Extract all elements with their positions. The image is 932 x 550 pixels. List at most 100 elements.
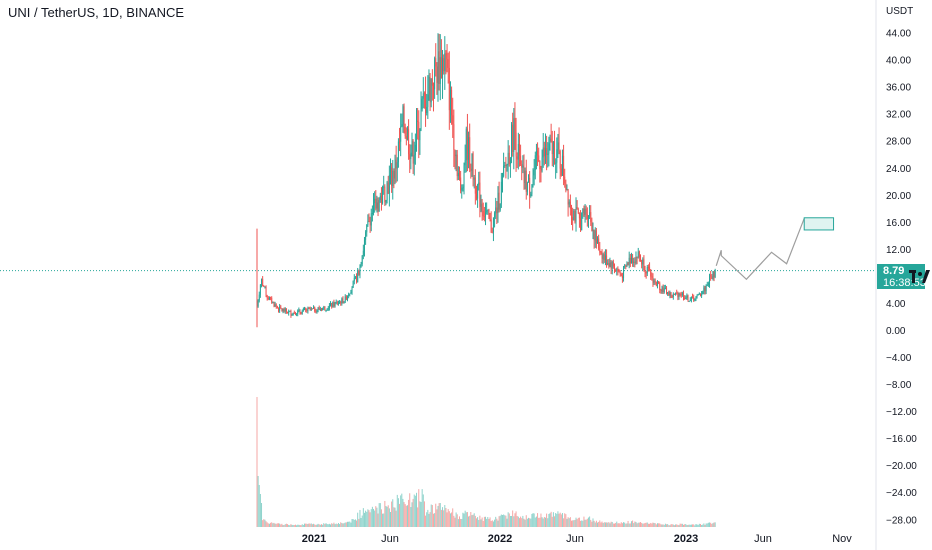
- candle: [544, 148, 546, 157]
- volume-bar: [291, 524, 293, 527]
- volume-bar: [681, 523, 683, 527]
- candle: [681, 293, 683, 295]
- volume-bar: [705, 523, 707, 527]
- volume-bar: [283, 524, 285, 527]
- candle: [539, 160, 541, 170]
- candle: [589, 212, 591, 216]
- volume-bar: [658, 523, 660, 527]
- volume-bar: [561, 513, 563, 527]
- volume-bar: [392, 499, 394, 527]
- candle: [712, 271, 714, 279]
- volume-bar: [460, 518, 462, 527]
- volume-bar: [481, 517, 483, 527]
- volume-bar: [376, 507, 378, 527]
- volume-bar: [386, 506, 388, 527]
- volume-bar: [308, 523, 310, 527]
- candle: [340, 301, 342, 304]
- volume-bar: [371, 506, 373, 527]
- volume-bar: [370, 509, 372, 527]
- volume-bar: [577, 517, 579, 527]
- candle: [291, 314, 293, 316]
- volume-bar: [550, 511, 552, 527]
- volume-bar: [356, 520, 358, 527]
- volume-bar: [670, 524, 672, 527]
- volume-bar: [438, 503, 440, 527]
- volume-bar: [258, 485, 260, 527]
- volume-bar: [309, 523, 311, 527]
- candle: [500, 181, 502, 204]
- volume-bar: [270, 522, 272, 527]
- volume-bar: [343, 523, 345, 527]
- volume-bar: [514, 513, 516, 527]
- volume-bar: [621, 523, 623, 527]
- volume-bar: [325, 523, 327, 527]
- volume-bar: [448, 511, 450, 527]
- volume-bar: [334, 524, 336, 527]
- y-tick-label: 4.00: [886, 299, 906, 310]
- candle: [405, 136, 407, 140]
- volume-bar: [552, 512, 554, 527]
- volume-bar: [668, 525, 670, 527]
- candle: [299, 309, 301, 313]
- volume-bar: [701, 525, 703, 527]
- volume-bar: [341, 523, 343, 527]
- candle: [369, 221, 371, 226]
- candle: [308, 308, 310, 310]
- candle: [395, 159, 397, 169]
- volume-bar: [489, 517, 491, 527]
- candle: [492, 217, 494, 233]
- volume-bar: [688, 524, 690, 527]
- volume-bar: [264, 519, 266, 527]
- candle: [262, 278, 264, 286]
- candle: [662, 287, 664, 292]
- candle: [388, 174, 390, 194]
- candle: [283, 308, 285, 312]
- x-tick-label: 2022: [488, 533, 512, 545]
- volume-bar: [452, 508, 454, 527]
- volume-bar: [388, 508, 390, 527]
- candle: [363, 239, 365, 251]
- candle: [464, 160, 466, 166]
- candle: [323, 307, 325, 309]
- volume-bar: [617, 523, 619, 527]
- volume-bar: [443, 510, 445, 527]
- candle: [618, 271, 620, 273]
- volume-bar: [302, 524, 304, 527]
- volume-bar: [399, 503, 401, 527]
- candle: [362, 250, 364, 256]
- candle: [445, 53, 447, 55]
- candle: [423, 93, 425, 95]
- candle: [400, 126, 402, 142]
- volume-bar: [508, 513, 510, 527]
- candle: [706, 284, 708, 286]
- candle: [638, 251, 640, 258]
- volume-bar: [408, 499, 410, 527]
- candle: [511, 124, 513, 159]
- volume-bar: [359, 509, 361, 527]
- volume-bar: [296, 525, 298, 527]
- candle: [289, 311, 291, 313]
- volume-bar: [703, 523, 705, 527]
- candle: [704, 287, 706, 292]
- tradingview-logo-icon: [909, 270, 930, 283]
- volume-bar: [612, 523, 614, 527]
- candle: [696, 295, 698, 297]
- volume-bar: [680, 523, 682, 527]
- volume-bar: [711, 523, 713, 527]
- candle: [314, 306, 316, 312]
- volume-bar: [698, 523, 700, 527]
- volume-bar: [335, 523, 337, 527]
- candle: [432, 85, 434, 90]
- volume-bar: [363, 512, 365, 527]
- candle: [546, 148, 548, 155]
- candle: [646, 266, 648, 274]
- candle: [347, 296, 349, 300]
- volume-bar: [683, 524, 685, 527]
- candle: [370, 213, 372, 226]
- volume-bar: [432, 513, 434, 527]
- volume-bar: [563, 518, 565, 527]
- volume-bar: [413, 494, 415, 527]
- candle: [328, 305, 330, 309]
- volume-bar: [697, 524, 699, 527]
